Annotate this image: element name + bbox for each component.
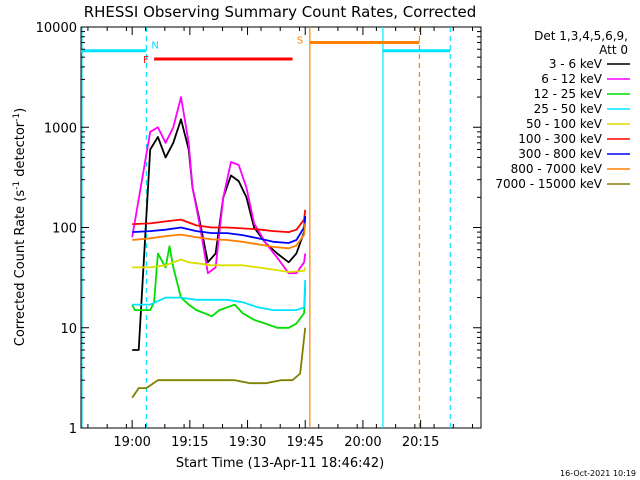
legend-label: 7000 - 15000 keV [495,177,602,191]
event-lines [81,27,451,428]
plot-frame [80,26,482,429]
y-tick-label: 1 [69,422,77,437]
y-tick-label: 1000 [44,121,77,136]
series-line-300-800-kev [132,216,307,244]
series-line-50-100-kev [132,258,307,273]
series-line-12-25-kev [131,245,307,329]
y-axis-label: Corrected Count Rate (s-1 detector-1) [12,108,28,346]
x-tick-label: 20:00 [344,435,381,450]
flag-annotations: NF S [143,36,303,66]
legend-label: 25 - 50 keV [534,102,603,116]
x-tick-label: 19:45 [286,435,323,450]
chart-title: RHESSI Observing Summary Count Rates, Co… [84,3,477,21]
legend-header-line-1: Det 1,3,4,5,6,9, [534,29,628,43]
y-tick-label: 100 [52,222,77,237]
plot-border [80,26,482,429]
legend-label: 12 - 25 keV [534,87,603,101]
flag-bars [81,41,451,61]
generation-timestamp: 16-Oct-2021 10:19 [560,469,636,478]
series-line-800-7000-kev [132,223,307,250]
legend-label: 50 - 100 keV [526,117,603,131]
y-axis-ticks: 1 10 100 1000 10000 [36,21,481,437]
series-line-7000-15000-kev [131,327,307,399]
y-tick-label: 10000 [36,21,77,36]
y-tick-label: 10 [60,322,77,337]
legend-label: 6 - 12 keV [541,72,603,86]
legend-label: 300 - 800 keV [518,147,602,161]
annotation-f: F [143,55,149,66]
annotation-s: S [297,36,303,47]
series-lines [131,96,307,399]
annotation-n: N [151,41,158,52]
series-line-3-6-kev [132,118,307,351]
x-tick-label: 19:30 [229,435,266,450]
x-axis-label: Start Time (13-Apr-11 18:46:42) [176,456,384,471]
x-tick-label: 19:15 [171,435,208,450]
legend-header-line-2: Att 0 [599,43,628,57]
series-line-100-300-kev [132,209,307,234]
legend-label: 100 - 300 keV [518,132,602,146]
x-axis-ticks: 19:00 19:15 19:30 19:45 20:00 20:15 [87,27,474,450]
legend-label: 800 - 7000 keV [511,162,603,176]
x-tick-label: 20:15 [402,435,439,450]
series-line-25-50-kev [132,279,307,312]
x-tick-label: 19:00 [113,435,150,450]
legend-label: 3 - 6 keV [549,57,603,71]
